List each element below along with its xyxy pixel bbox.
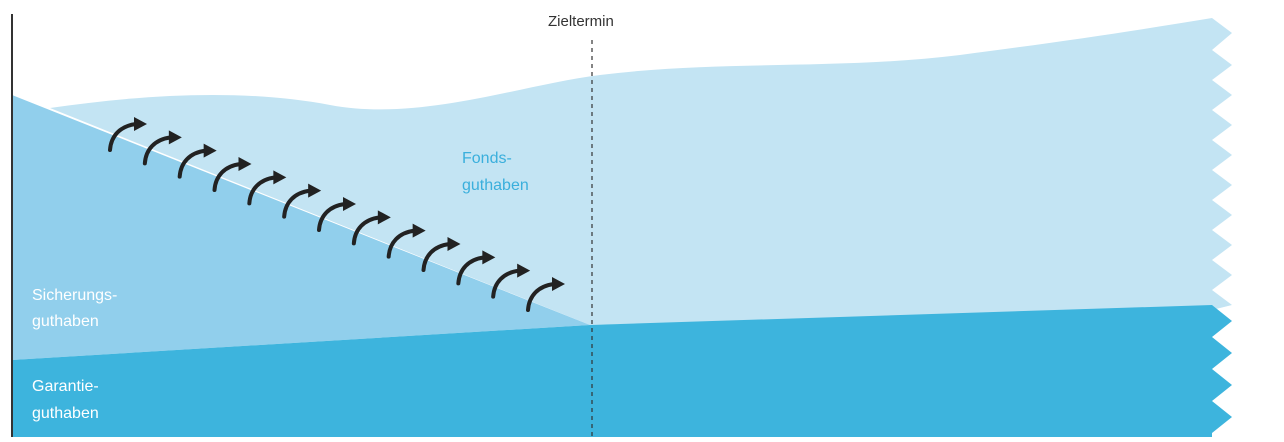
transfer-arrow <box>421 237 461 272</box>
guarantee-label-line2: guthaben <box>32 405 99 422</box>
guarantee-label-line1: Garantie- <box>32 378 99 395</box>
transfer-arrow <box>177 143 217 179</box>
security-area <box>12 95 590 360</box>
security-label-line1: Sicherungs- <box>32 287 118 304</box>
transfer-arrows <box>108 117 565 312</box>
transfer-arrow <box>282 183 322 219</box>
target-date-label: Zieltermin <box>548 13 614 30</box>
transfer-arrow <box>247 170 287 206</box>
guarantee-area <box>12 305 1232 437</box>
transfer-arrow <box>491 263 531 299</box>
security-label-line2: guthaben <box>32 313 99 330</box>
fund-label-line2: guthaben <box>462 177 529 194</box>
transfer-arrow <box>108 117 147 152</box>
transfer-arrow <box>456 250 496 286</box>
transfer-arrow <box>386 223 426 259</box>
transfer-arrow <box>317 197 356 232</box>
transfer-arrow <box>351 210 391 246</box>
transfer-arrow <box>142 130 182 166</box>
transfer-arrow <box>212 157 252 192</box>
fund-area <box>50 18 1232 325</box>
transfer-arrow <box>526 277 565 312</box>
fund-label-line1: Fonds- <box>462 150 512 167</box>
